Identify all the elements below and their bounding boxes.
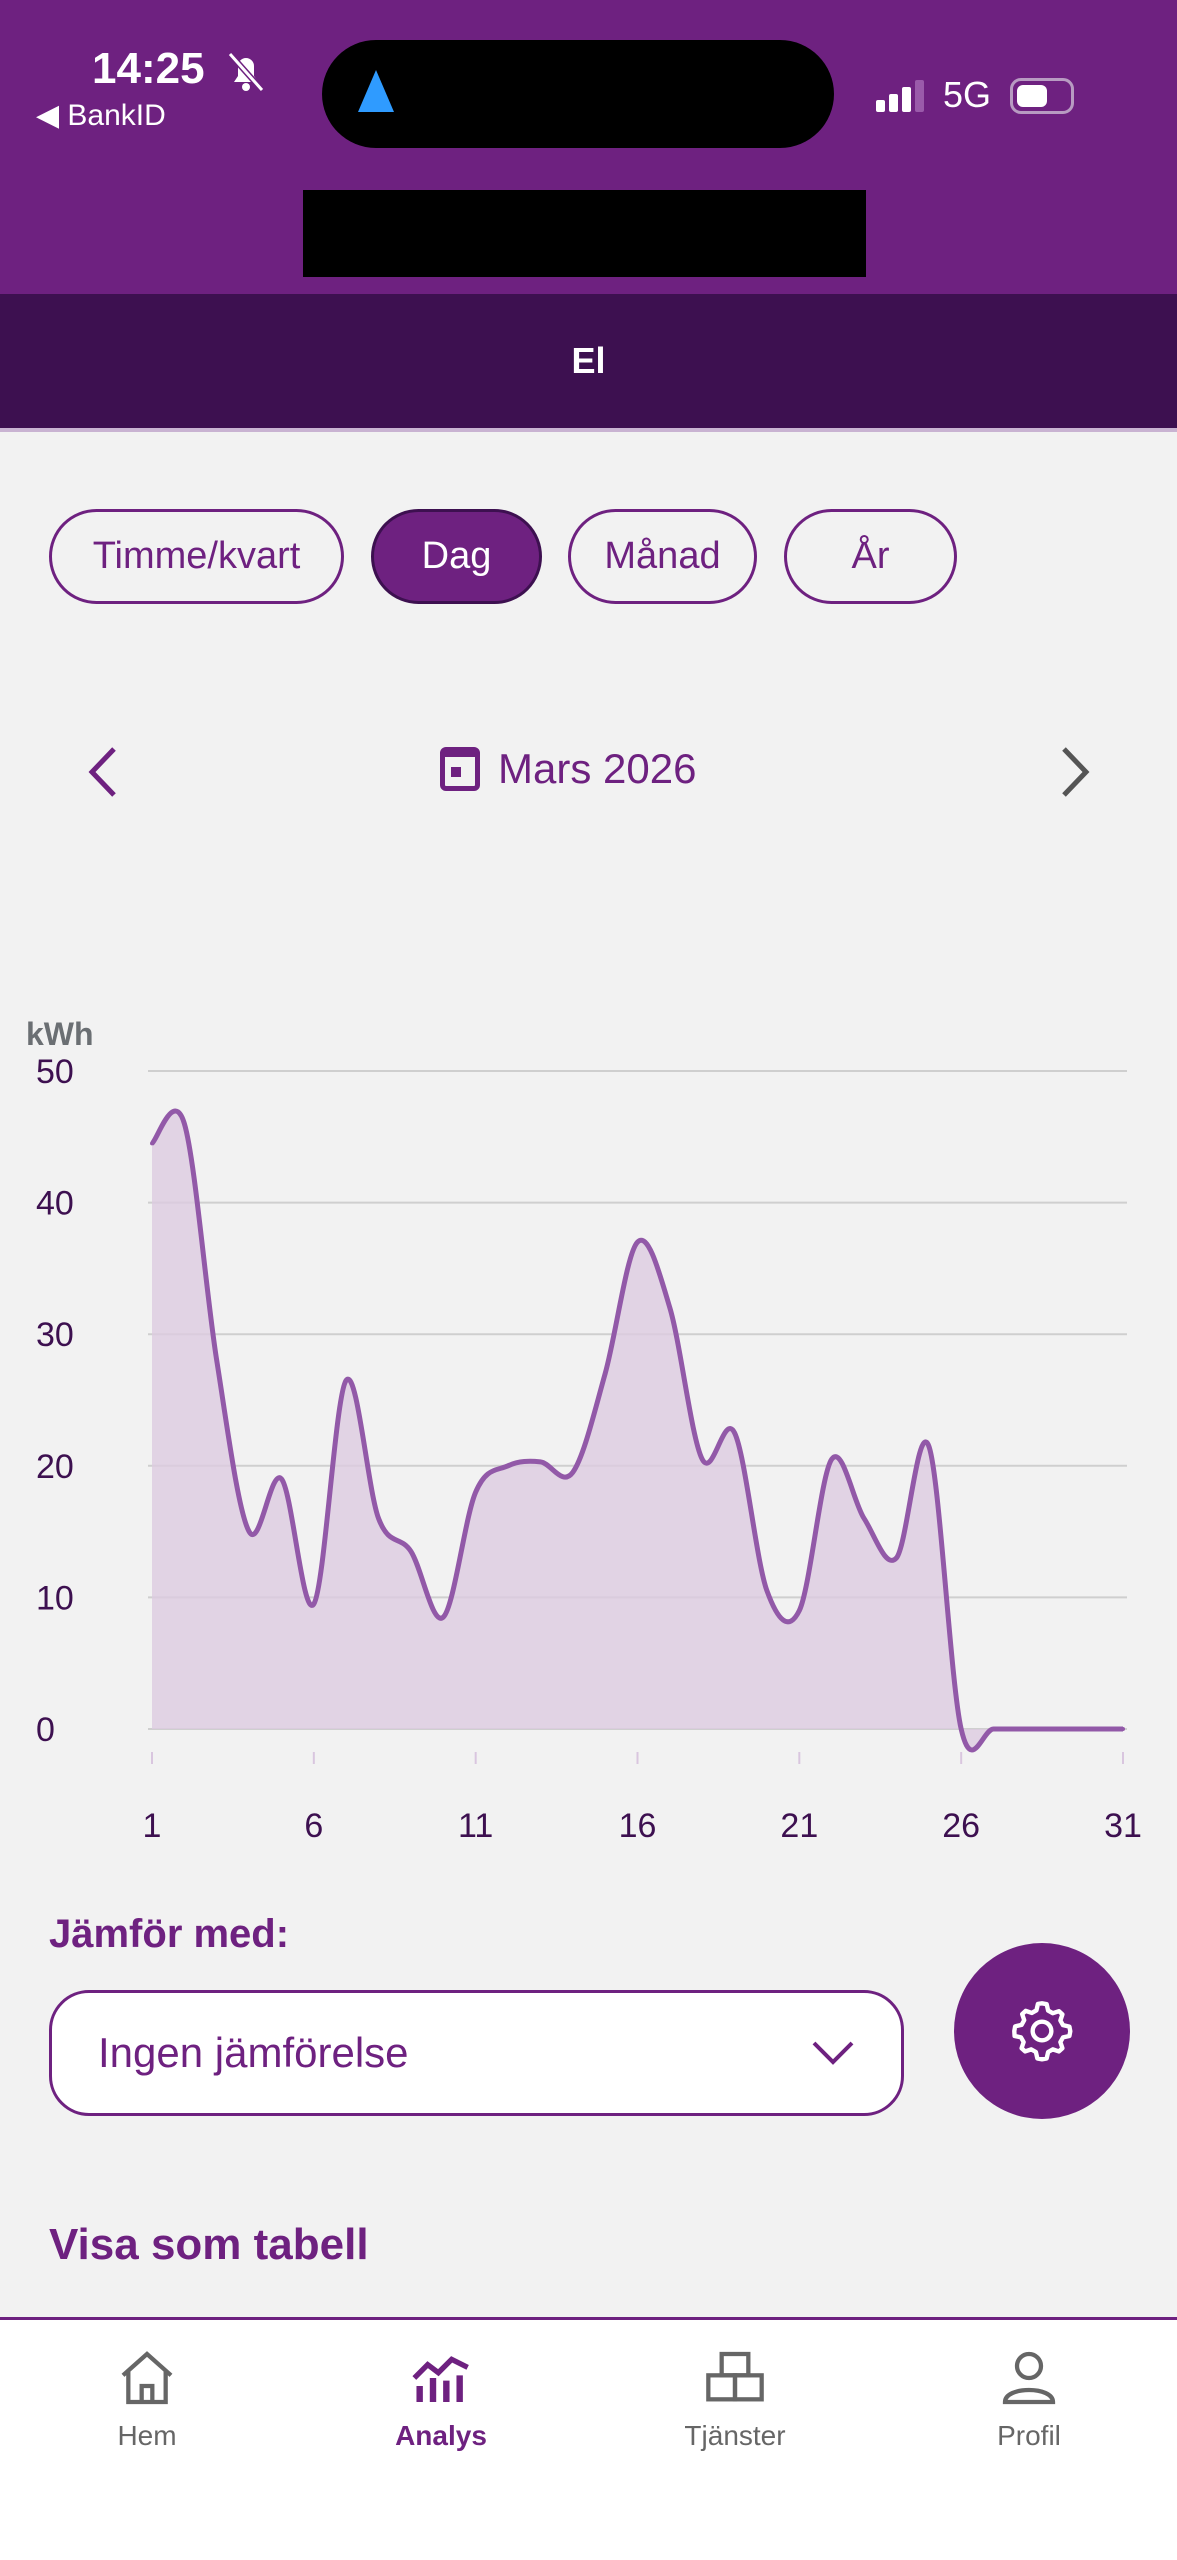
data-point [700, 1457, 705, 1462]
data-point [506, 1463, 511, 1468]
x-tick-label: 16 [619, 1807, 657, 1845]
data-point [797, 1608, 802, 1613]
data-point [926, 1444, 931, 1449]
period-tab-year[interactable]: År [784, 509, 957, 604]
data-point [959, 1727, 964, 1731]
y-tick-label: 10 [36, 1579, 74, 1617]
compare-selected: Ingen jämförelse [98, 2029, 409, 2076]
nav-tjanster[interactable]: Tjänster [588, 2320, 882, 2490]
data-point [344, 1378, 349, 1383]
nav-analys-label: Analys [395, 2420, 487, 2451]
signal-icon [876, 80, 928, 112]
data-point [894, 1555, 899, 1560]
data-point [473, 1490, 478, 1495]
nav-profil[interactable]: Profil [882, 2320, 1176, 2490]
data-point [1121, 1727, 1125, 1731]
y-tick-label: 40 [36, 1185, 74, 1223]
nav-tjanster-label: Tjänster [684, 2420, 786, 2451]
page-title: El [0, 294, 1177, 432]
period-tab-hour[interactable]: Timme/kvart [49, 509, 344, 604]
data-point [214, 1358, 219, 1363]
battery-icon [1010, 78, 1074, 114]
show-as-table-link[interactable]: Visa som tabell [49, 2220, 369, 2269]
data-point [862, 1516, 867, 1521]
data-point [764, 1588, 769, 1593]
data-point [1023, 1727, 1028, 1731]
nav-profil-label: Profil [997, 2420, 1061, 2451]
navigation-arrow-icon [358, 70, 394, 112]
services-icon [706, 2351, 764, 2402]
data-point [635, 1240, 640, 1245]
date-picker[interactable]: Mars 2026 [440, 745, 696, 793]
y-tick-label: 30 [36, 1316, 74, 1354]
bottom-nav: Hem Analys Tjänster Profil [0, 2317, 1177, 2560]
dynamic-island [322, 40, 834, 148]
data-point [247, 1529, 252, 1534]
settings-button[interactable] [954, 1943, 1130, 2119]
nav-home-label: Hem [117, 2420, 177, 2451]
data-point [829, 1457, 834, 1462]
chevron-down-icon [812, 2041, 854, 2065]
compare-label: Jämför med: [49, 1912, 290, 1956]
back-to-app[interactable]: ◀ BankID [36, 99, 166, 132]
y-tick-label: 0 [36, 1711, 55, 1749]
x-tick-label: 1 [143, 1807, 162, 1845]
period-tab-month[interactable]: Månad [568, 509, 757, 604]
data-point [311, 1601, 316, 1606]
redacted-region [303, 190, 866, 277]
date-navigator: Mars 2026 [0, 735, 1177, 807]
series-line [150, 1108, 1123, 1753]
x-tick-label: 31 [1104, 1807, 1142, 1845]
back-app-label: BankID [67, 99, 166, 132]
data-point [667, 1305, 672, 1310]
y-tick-label: 50 [36, 1053, 74, 1091]
data-point [732, 1430, 737, 1435]
data-point [376, 1516, 381, 1521]
x-tick-label: 11 [458, 1807, 493, 1845]
data-point [1056, 1727, 1061, 1731]
nav-analys[interactable]: Analys [294, 2320, 588, 2490]
chevron-right-icon[interactable] [1058, 745, 1094, 799]
data-point [538, 1459, 543, 1464]
chevron-left-icon[interactable] [84, 745, 120, 799]
data-point [279, 1476, 284, 1481]
data-point [991, 1727, 996, 1731]
compare-dropdown[interactable]: Ingen jämförelse [49, 1990, 904, 2116]
nav-home[interactable]: Hem [0, 2320, 294, 2490]
x-tick-label: 26 [942, 1807, 980, 1845]
data-point [408, 1549, 413, 1554]
data-point [150, 1141, 154, 1146]
x-tick-label: 21 [780, 1807, 818, 1845]
gear-icon [1012, 2001, 1073, 2062]
data-point [603, 1371, 608, 1376]
profile-icon [1002, 2351, 1056, 2405]
bell-muted-icon [227, 52, 265, 92]
home-icon [121, 2351, 173, 2405]
x-tick-label: 6 [304, 1807, 323, 1845]
calendar-icon [440, 747, 480, 791]
date-label: Mars 2026 [498, 745, 697, 792]
chart-icon [412, 2356, 469, 2402]
status-time: 14:25 [92, 44, 205, 93]
y-axis-label: kWh [26, 1016, 94, 1052]
period-tab-day[interactable]: Dag [371, 509, 542, 604]
area-fill [152, 1110, 1123, 1750]
network-label: 5G [943, 74, 992, 115]
data-point [1088, 1727, 1093, 1731]
data-point [570, 1470, 575, 1475]
y-tick-label: 20 [36, 1448, 74, 1486]
data-point [182, 1121, 187, 1126]
data-point [441, 1615, 446, 1620]
